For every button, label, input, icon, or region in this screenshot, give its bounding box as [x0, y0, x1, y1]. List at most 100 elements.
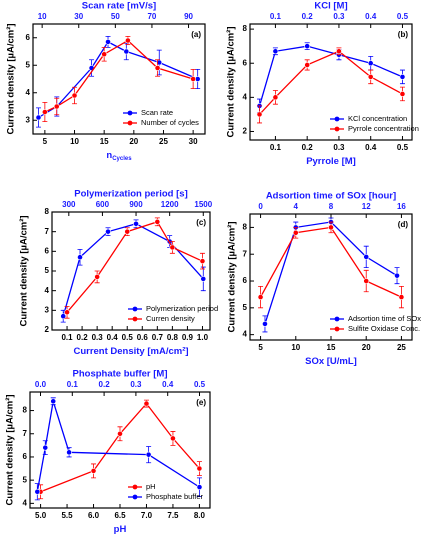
y-tick-label: 5: [243, 303, 248, 312]
legend-label: Phosphate buffer: [146, 492, 203, 501]
marker: [196, 484, 203, 491]
marker: [60, 313, 67, 320]
marker: [90, 467, 97, 474]
x-axis-label-subscript: Cycles: [112, 156, 132, 162]
series-line: [62, 223, 204, 317]
marker: [143, 400, 150, 407]
y-axis-label: Current density [µA/cm²]: [5, 394, 16, 505]
legend-label: Polymerization period: [146, 304, 218, 313]
y-tick-label: 2: [45, 325, 50, 334]
y-tick-label: 5: [26, 60, 31, 69]
y-tick-label: 6: [23, 452, 28, 461]
x2-tick-label: 0.2: [302, 12, 314, 21]
x-axis-label-main: n: [106, 150, 112, 161]
x-axis-label: Pyrrole [M]: [306, 156, 356, 167]
marker: [105, 228, 111, 235]
marker: [399, 91, 406, 97]
x2-axis-label: Adsortion time of SOx [hour]: [266, 191, 396, 202]
series-line: [36, 401, 200, 492]
x2-tick-label: 0.1: [67, 380, 79, 389]
x-tick-label: 15: [100, 137, 109, 146]
x-tick-label: 7.5: [167, 511, 179, 520]
x-tick-label: 0.5: [122, 333, 134, 342]
x2-tick-label: 30: [74, 12, 83, 21]
x-tick-label: 6.5: [114, 511, 126, 520]
marker: [304, 43, 311, 50]
series-line: [259, 50, 403, 115]
marker: [328, 224, 334, 231]
series-line: [264, 221, 398, 325]
y-tick-label: 8: [23, 406, 28, 415]
legend-marker: [334, 116, 340, 122]
marker: [292, 229, 299, 236]
x-tick-label: 0.3: [333, 143, 345, 152]
marker: [256, 111, 263, 118]
legend-label: Pyrrole concentration: [348, 124, 419, 133]
x2-tick-label: 600: [96, 200, 110, 209]
marker: [145, 451, 152, 458]
x2-tick-label: 12: [362, 202, 371, 211]
y-tick-label: 4: [26, 88, 31, 97]
x-axis-label-main: pH: [114, 524, 127, 535]
x-tick-label: 7.0: [141, 511, 153, 520]
x-tick-label: 0.6: [137, 333, 149, 342]
marker: [53, 103, 60, 110]
x-tick-label: 20: [129, 137, 138, 146]
series-line: [38, 41, 198, 119]
x-tick-label: 25: [397, 343, 406, 352]
x-tick-label: 0.4: [107, 333, 119, 342]
panel-label: (a): [191, 30, 201, 39]
y-tick-label: 4: [243, 92, 248, 101]
x2-tick-label: 4: [294, 202, 299, 211]
legend-label: Sulfite Oxidase Conc.: [348, 324, 420, 333]
x2-tick-label: 0.2: [99, 380, 111, 389]
x-tick-label: 0.2: [77, 333, 89, 342]
marker: [117, 430, 123, 437]
x-tick-label: 0.2: [302, 143, 314, 152]
y-tick-label: 4: [23, 498, 28, 507]
legend-label: Adsortion time of SOx: [348, 314, 421, 323]
y-tick-label: 6: [243, 58, 248, 67]
x-axis-label-main: SOx [U/mL]: [305, 356, 357, 367]
legend-label: Curren density: [146, 314, 195, 323]
x-axis-label: pH: [114, 524, 127, 535]
marker: [272, 48, 279, 55]
x-tick-label: 10: [291, 343, 300, 352]
y-axis-label: Current density [µA/cm²]: [227, 221, 238, 332]
legend-marker: [334, 316, 340, 322]
x-tick-label: 5.5: [61, 511, 73, 520]
legend-label: Scan rate: [141, 108, 173, 117]
x-tick-label: 8.0: [194, 511, 206, 520]
marker: [77, 254, 83, 261]
x-tick-label: 0.9: [182, 333, 194, 342]
y-tick-label: 6: [45, 246, 50, 255]
marker: [399, 73, 406, 80]
x2-tick-label: 0: [258, 202, 263, 211]
marker: [94, 273, 101, 280]
x-axis-label-main: Pyrrole [M]: [306, 156, 356, 167]
x-axis-label: Current Density [mA/cm²]: [73, 346, 188, 357]
panel-label: (b): [398, 30, 409, 39]
x-tick-label: 25: [159, 137, 168, 146]
legend-marker: [132, 484, 138, 490]
panel-label: (c): [196, 218, 206, 227]
y-tick-label: 6: [243, 276, 248, 285]
series-line: [40, 402, 200, 493]
legend-marker: [132, 316, 138, 322]
x-tick-label: 5: [258, 343, 263, 352]
marker: [304, 62, 311, 68]
x2-tick-label: 70: [147, 12, 156, 21]
y-tick-label: 7: [45, 227, 50, 236]
marker: [41, 109, 48, 115]
marker: [66, 449, 73, 456]
y-tick-label: 4: [45, 286, 50, 295]
panel-label: (d): [398, 220, 409, 229]
marker: [367, 60, 374, 67]
marker: [272, 94, 279, 101]
x2-tick-label: 0.5: [194, 380, 206, 389]
marker: [133, 220, 139, 227]
y-tick-label: 8: [243, 24, 248, 33]
x2-axis-label: Polymerization period [s]: [74, 189, 188, 200]
y-tick-label: 5: [23, 475, 28, 484]
x-tick-label: 30: [189, 137, 198, 146]
